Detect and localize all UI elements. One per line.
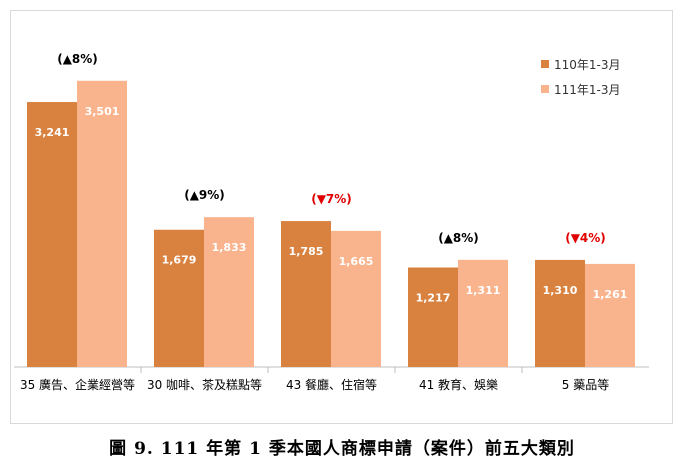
bar-110-2 (154, 229, 204, 367)
change-annotation-3: (▼7%) (311, 192, 352, 206)
bar-111-1 (77, 80, 127, 368)
data-label-111-5: 1,261 (593, 288, 628, 301)
change-annotation-5: (▼4%) (565, 231, 606, 245)
bar-chart: 3,241 3,501 (▲8%) 35 廣告、企業經營等 1,679 1,833 (▲9%… (14, 52, 649, 392)
legend-label-2: 111年1-3月 (554, 83, 621, 97)
data-label-111-4: 1,311 (466, 284, 501, 297)
data-label-110-1: 3,241 (35, 126, 70, 139)
x-tick-label-3: 43 餐廳、住宿等 (286, 377, 377, 392)
legend-swatch-2 (541, 85, 549, 93)
bar-110-1 (27, 102, 77, 367)
data-label-111-2: 1,833 (212, 241, 247, 254)
bar-111-3 (331, 230, 381, 367)
x-tick-label-5: 5 藥品等 (562, 378, 609, 392)
x-tick-label-4: 41 教育、娛樂 (419, 377, 498, 392)
data-label-110-3: 1,785 (289, 245, 324, 258)
data-label-110-2: 1,679 (162, 254, 197, 267)
x-tick-label-2: 30 咖啡、茶及糕點等 (147, 377, 262, 392)
change-annotation-1: (▲8%) (57, 52, 98, 66)
data-label-110-5: 1,310 (543, 284, 578, 297)
bar-111-5 (585, 263, 635, 367)
bar-111-2 (204, 217, 254, 367)
figure-caption: 圖 9. 111 年第 1 季本國人商標申請（案件）前五大類別 (109, 439, 575, 459)
data-label-110-4: 1,217 (416, 292, 451, 305)
legend-label-1: 110年1-3月 (554, 58, 621, 72)
data-label-111-1: 3,501 (85, 105, 120, 118)
change-annotation-4: (▲8%) (438, 231, 479, 245)
x-tick-label-1: 35 廣告、企業經營等 (20, 377, 135, 392)
change-annotation-2: (▲9%) (184, 188, 225, 202)
bar-110-5 (535, 259, 585, 367)
chart-frame: 3,241 3,501 (▲8%) 35 廣告、企業經營等 1,679 1,833 (▲9%… (10, 10, 673, 424)
data-label-111-3: 1,665 (339, 255, 374, 268)
legend-swatch-1 (541, 60, 549, 68)
bar-110-3 (281, 221, 331, 367)
bar-110-4 (408, 267, 458, 367)
bar-111-4 (458, 259, 508, 367)
